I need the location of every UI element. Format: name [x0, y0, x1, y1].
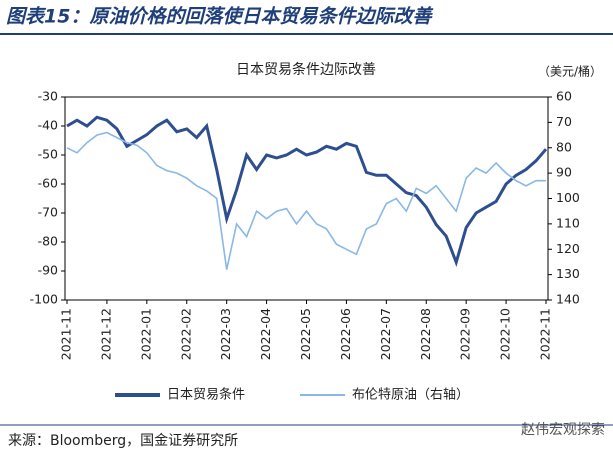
legend-label: 日本贸易条件 — [167, 387, 245, 403]
x-tick-label: 2022-09 — [458, 308, 473, 360]
x-tick-label: 2022-04 — [258, 308, 273, 360]
plot-frame — [64, 96, 549, 301]
series-line — [66, 115, 548, 268]
y2-tick-label: 90 — [556, 165, 572, 180]
x-tick-label: 2021-11 — [59, 308, 74, 360]
x-tick-label: 2022-10 — [498, 308, 513, 360]
y2-tick-label: 100 — [556, 190, 580, 205]
header: 图表15：原油价格的回落使日本贸易条件边际改善 — [6, 6, 433, 28]
y-tick-label: -40 — [38, 118, 58, 133]
y2-tick-label: 80 — [556, 139, 572, 154]
x-tick-label: 2022-08 — [418, 308, 433, 360]
y-tick-label: -90 — [38, 263, 58, 278]
legend-label: 布伦特原油（右轴） — [352, 388, 469, 403]
series-line — [66, 131, 546, 270]
y2-tick-label: 60 — [556, 89, 572, 104]
x-tick-label: 2021-12 — [98, 308, 113, 360]
y2-tick-label: 110 — [556, 215, 580, 230]
x-tick-label: 2022-11 — [538, 308, 553, 360]
y2-tick-label: 130 — [556, 266, 580, 281]
x-tick-label: 2022-02 — [178, 308, 193, 360]
y-tick-label: -50 — [38, 147, 58, 162]
y-tick-label: -70 — [38, 205, 58, 220]
x-tick-label: 2022-03 — [218, 308, 233, 360]
y-tick-label: -30 — [38, 89, 58, 104]
y2-tick-label: 140 — [556, 292, 580, 307]
chart-title: 日本贸易条件边际改善 — [236, 61, 376, 78]
x-tick-label: 2022-06 — [338, 308, 353, 360]
y-tick-label: -100 — [30, 292, 58, 307]
watermark: 赵伟宏观探索 — [521, 421, 605, 438]
y2-axis-label: （美元/桶） — [538, 64, 602, 79]
y2-tick-label: 70 — [556, 114, 572, 129]
y-tick-label: -80 — [38, 234, 58, 249]
x-tick-label: 2022-05 — [298, 308, 313, 360]
source: 来源：Bloomberg，国金证券研究所 — [8, 433, 238, 449]
y2-tick-label: 120 — [556, 241, 580, 256]
x-tick-label: 2022-07 — [378, 308, 393, 360]
y-tick-label: -60 — [38, 176, 58, 191]
x-tick-label: 2022-01 — [138, 308, 153, 360]
